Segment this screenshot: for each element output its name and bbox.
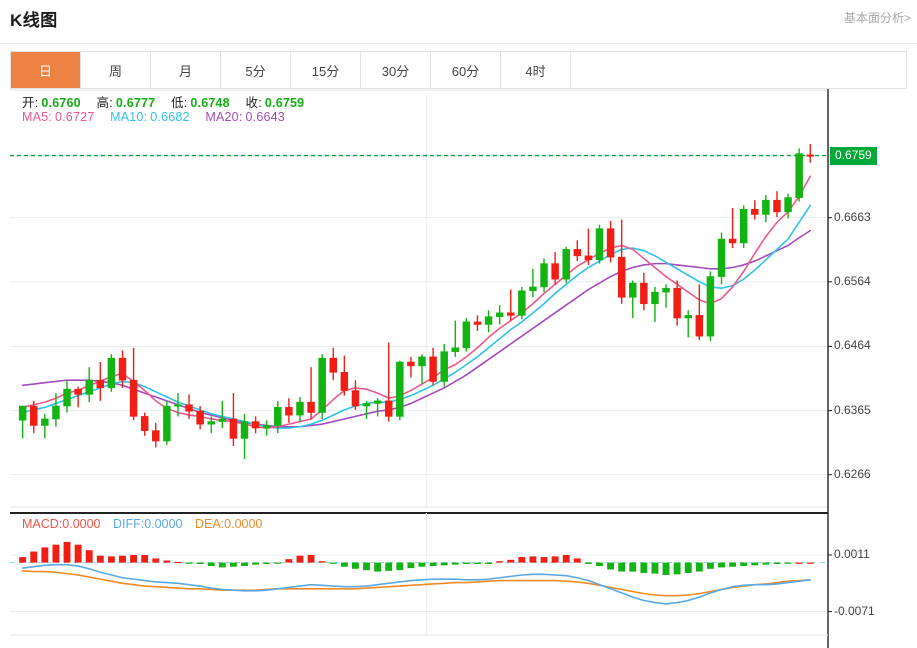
tab-3[interactable]: 5分 <box>221 52 291 88</box>
price-axis-label: 0.6663 <box>834 209 871 224</box>
ma5-value: 0.6727 <box>54 110 95 124</box>
low-label: 低: <box>171 96 188 110</box>
open-label: 开: <box>22 96 39 110</box>
diff-label: DIFF: <box>113 517 145 531</box>
panel-divider <box>10 512 828 514</box>
tab-4[interactable]: 15分 <box>291 52 361 88</box>
tab-5[interactable]: 30分 <box>361 52 431 88</box>
price-plot[interactable] <box>10 89 907 513</box>
tab-7[interactable]: 4时 <box>501 52 571 88</box>
fundamental-analysis-link[interactable]: 基本面分析> <box>843 11 911 25</box>
tab-1[interactable]: 周 <box>81 52 151 88</box>
macd-label: MACD: <box>22 517 63 531</box>
price-panel[interactable]: 开: 0.6760 高: 0.6777 低: 0.6748 收: 0.6759 MA5:… <box>10 89 907 513</box>
tab-0[interactable]: 日 <box>11 52 81 88</box>
page-title: K线图 <box>10 11 58 30</box>
ohlc-legend: 开: 0.6760 高: 0.6777 低: 0.6748 收: 0.6759 <box>22 92 307 111</box>
diff-value: 0.0000 <box>144 517 183 531</box>
macd-axis-label: -0.0071 <box>834 603 875 618</box>
macd-plot[interactable] <box>10 513 907 648</box>
close-label: 收: <box>245 96 262 110</box>
ma-legend: MA5: 0.6727 MA10: 0.6682 MA20: 0.6643 <box>22 110 288 124</box>
ma10-value: 0.6682 <box>150 110 190 124</box>
ma20-label: MA20: <box>205 110 243 124</box>
period-tabbar: 日周月 5分 15分 30分 60分 4时 <box>10 51 907 89</box>
price-axis-label: 0.6365 <box>834 402 871 417</box>
dea-label: DEA: <box>194 517 225 531</box>
ma5-label: MA5: <box>22 110 52 124</box>
close-value: 0.6759 <box>264 96 305 110</box>
open-value: 0.6760 <box>41 96 81 110</box>
price-axis-label: 0.6564 <box>834 273 871 288</box>
tab-6[interactable]: 60分 <box>431 52 501 88</box>
price-axis-label: 0.6266 <box>834 466 871 481</box>
macd-legend: MACD:0.0000 DIFF:0.0000 DEA:0.0000 <box>22 517 262 531</box>
macd-value: 0.0000 <box>62 517 101 531</box>
page-header: K线图 基本面分析> <box>0 0 917 44</box>
macd-axis-label: 0.0011 <box>834 547 870 561</box>
chart-area[interactable]: 开: 0.6760 高: 0.6777 低: 0.6748 收: 0.6759 MA5:… <box>10 89 907 648</box>
high-label: 高: <box>96 96 113 110</box>
high-value: 0.6777 <box>115 96 156 110</box>
tab-2[interactable]: 月 <box>151 52 221 88</box>
macd-panel[interactable]: MACD:0.0000 DIFF:0.0000 DEA:0.0000 0.001… <box>10 513 907 648</box>
price-axis-label: 0.6464 <box>834 338 871 353</box>
current-price-badge: 0.6759 <box>830 146 877 165</box>
tab-filler <box>571 52 906 88</box>
dea-value: 0.0000 <box>224 517 263 531</box>
ma10-label: MA10: <box>110 110 148 124</box>
ma20-value: 0.6643 <box>245 110 285 124</box>
low-value: 0.6748 <box>190 96 230 110</box>
